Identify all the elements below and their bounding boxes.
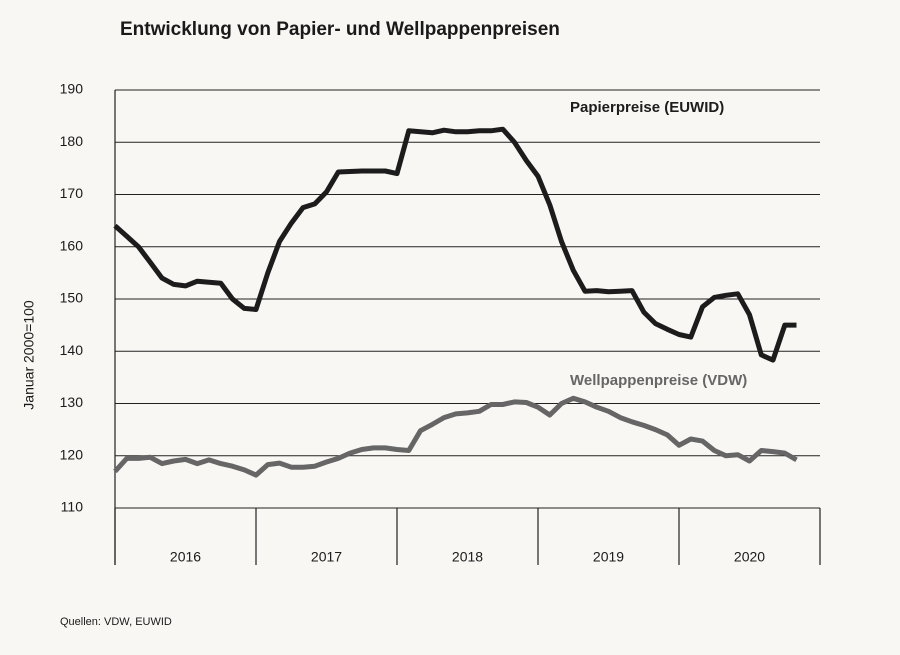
source-note: Quellen: VDW, EUWID xyxy=(60,616,172,628)
series-line xyxy=(113,126,797,363)
x-group-label: 2018 xyxy=(452,549,483,565)
y-axis-label: Januar 2000=100 xyxy=(21,300,37,410)
y-tick-label: 140 xyxy=(60,342,84,358)
x-group-label: 2020 xyxy=(734,549,765,565)
chart-title: Entwicklung von Papier- und Wellpappenpr… xyxy=(120,19,560,40)
x-group-label: 2017 xyxy=(311,549,342,565)
series-label: Papierpreise (EUWID) xyxy=(570,99,724,116)
series-line xyxy=(113,395,798,478)
y-tick-label: 150 xyxy=(60,290,84,306)
y-tick-label: 170 xyxy=(60,185,84,201)
series-label: Wellpappenpreise (VDW) xyxy=(570,372,747,389)
y-tick-label: 180 xyxy=(60,133,84,149)
y-tick-label: 160 xyxy=(60,237,84,253)
x-group-label: 2019 xyxy=(593,549,624,565)
y-tick-label: 130 xyxy=(60,394,84,410)
y-tick-label: 110 xyxy=(61,499,84,515)
y-tick-label: 120 xyxy=(60,446,84,462)
y-tick-label: 190 xyxy=(60,81,84,97)
x-group-label: 2016 xyxy=(170,549,201,565)
